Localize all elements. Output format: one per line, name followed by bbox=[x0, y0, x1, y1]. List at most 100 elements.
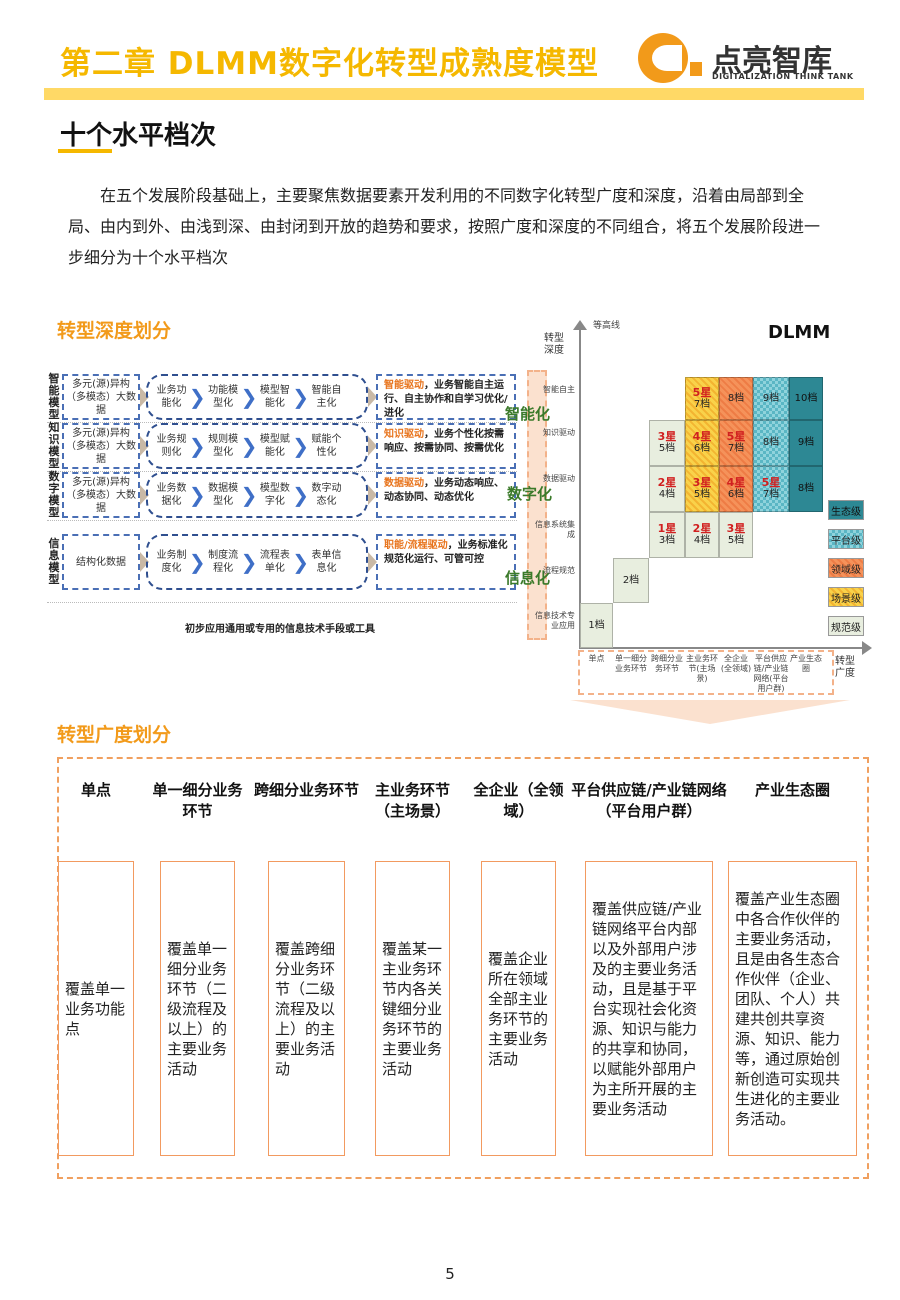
x-label-band bbox=[578, 650, 834, 695]
column-description: 覆盖单一细分业务环节（二级流程及以上）的主要业务活动 bbox=[160, 861, 235, 1156]
x-tick-label: 跨细分业务环节 bbox=[651, 654, 683, 673]
column-header: 单点 bbox=[80, 781, 111, 799]
star-rating: 3星 bbox=[657, 430, 677, 443]
grade-label: 1档 bbox=[588, 619, 605, 631]
y-axis-title: 转型深度 bbox=[544, 333, 564, 356]
process-step: 业务制度化 bbox=[156, 550, 187, 574]
process-step: 智能自主化 bbox=[311, 385, 342, 409]
grade-label: 3档 bbox=[658, 535, 676, 546]
row-divider bbox=[47, 471, 517, 472]
y-tick-label: 数据驱动 bbox=[543, 474, 575, 483]
driver-label: 数据驱动 bbox=[384, 478, 424, 489]
chevron-right-icon: ❯ bbox=[292, 434, 310, 458]
funnel-arrow bbox=[570, 700, 850, 724]
matrix-cell: 4星 6档 bbox=[685, 420, 719, 466]
grade-label: 8档 bbox=[727, 392, 745, 404]
process-step: 模型智能化 bbox=[259, 385, 290, 409]
grade-label: 5档 bbox=[658, 443, 676, 454]
result-box: 数据驱动，业务动态响应、动态协同、动态优化 bbox=[376, 472, 516, 518]
x-tick-label: 平台供应链/产业链网络(平台用户群) bbox=[753, 654, 789, 693]
process-step: 赋能个性化 bbox=[311, 434, 342, 458]
chevron-right-icon: ❯ bbox=[240, 550, 258, 574]
driver-label: 职能/流程驱动 bbox=[384, 540, 448, 551]
grade-label: 5档 bbox=[693, 489, 711, 500]
row-divider bbox=[47, 602, 517, 603]
process-step: 功能模型化 bbox=[208, 385, 239, 409]
column-header: 产业生态圈 bbox=[754, 781, 830, 799]
matrix-cell: 2星 4档 bbox=[649, 466, 685, 512]
grade-label: 7档 bbox=[727, 443, 745, 454]
matrix-cell: 2档 bbox=[613, 558, 649, 603]
grade-label: 5档 bbox=[727, 535, 745, 546]
y-tick-label: 流程规范 bbox=[543, 566, 575, 575]
intro-paragraph: 在五个发展阶段基础上，主要聚焦数据要素开发利用的不同数字化转型广度和深度，沿着由… bbox=[68, 186, 821, 267]
brand-mark: DLMM bbox=[768, 322, 831, 343]
column-header: 主业务环节（主场景） bbox=[374, 781, 450, 820]
grade-label: 8档 bbox=[762, 437, 780, 448]
x-axis-title: 转型广度 bbox=[835, 656, 855, 679]
chevron-right-icon: ❯ bbox=[292, 483, 310, 507]
process-step: 流程表单化 bbox=[259, 550, 290, 574]
data-source-box: 结构化数据 bbox=[62, 534, 140, 590]
star-rating: 2星 bbox=[692, 522, 712, 535]
matrix-cell: 3星 5档 bbox=[685, 466, 719, 512]
column-description: 覆盖企业所在领域全部主业务环节的主要业务活动 bbox=[481, 861, 556, 1156]
matrix-cell: 1档 bbox=[580, 603, 613, 648]
matrix-cell: 8档 bbox=[753, 420, 789, 466]
process-chain: 业务数据化 ❯ 数据模型化 ❯ 模型数字化 ❯ 数字动态化 bbox=[146, 472, 368, 518]
result-box: 智能驱动，业务智能自主运行、自主协作和自学习优化/进化 bbox=[376, 374, 516, 420]
grade-label: 7档 bbox=[762, 489, 780, 500]
logo-square-icon bbox=[690, 62, 702, 76]
x-tick-label: 产业生态圈 bbox=[790, 654, 822, 673]
chevron-right-icon: ❯ bbox=[240, 385, 258, 409]
legend-item: 领域级 bbox=[828, 558, 864, 578]
arrow-icon bbox=[368, 552, 377, 572]
row-label: 信息模型 bbox=[48, 537, 60, 586]
matrix-cell: 5星 7档 bbox=[685, 377, 719, 420]
matrix-cell: 9档 bbox=[753, 377, 789, 420]
legend-item: 平台级 bbox=[828, 529, 864, 549]
column-description: 覆盖某一主业务环节内各关键细分业务环节的主要业务活动 bbox=[375, 861, 450, 1156]
legend-item: 规范级 bbox=[828, 616, 864, 636]
matrix-cell: 3星 5档 bbox=[649, 420, 685, 466]
level-label: 信息化 bbox=[505, 569, 551, 587]
column-header: 平台供应链/产业链网络（平台用户群） bbox=[571, 781, 727, 820]
y-tick-label: 信息系统集成 bbox=[535, 520, 575, 539]
matrix-cell: 8档 bbox=[719, 377, 753, 420]
y-tick-label: 信息技术专业应用 bbox=[535, 611, 575, 630]
grade-label: 2档 bbox=[622, 574, 640, 586]
chevron-right-icon: ❯ bbox=[188, 483, 206, 507]
grade-label: 9档 bbox=[797, 437, 815, 448]
result-box: 职能/流程驱动，业务标准化规范化运行、可管可控 bbox=[376, 534, 516, 590]
arrow-icon bbox=[140, 552, 149, 572]
data-source-box: 多元(源)异构（多模态）大数据 bbox=[62, 423, 140, 469]
legend-item: 场景级 bbox=[828, 587, 864, 607]
result-text: ，业务动态响应、动态协同、动态优化 bbox=[384, 478, 504, 503]
matrix-cell: 4星 6档 bbox=[719, 466, 753, 512]
x-axis bbox=[579, 647, 864, 649]
arrow-icon bbox=[368, 436, 377, 456]
row-label: 知识模型 bbox=[48, 421, 60, 470]
header-bar bbox=[44, 88, 864, 100]
star-rating: 5星 bbox=[692, 385, 712, 399]
star-rating: 5星 bbox=[761, 476, 781, 489]
grade-label: 6档 bbox=[727, 489, 745, 500]
process-chain: 业务制度化 ❯ 制度流程化 ❯ 流程表单化 ❯ 表单信息化 bbox=[146, 534, 368, 590]
process-step: 制度流程化 bbox=[208, 550, 239, 574]
matrix-cell: 5星 7档 bbox=[719, 420, 753, 466]
column-description: 覆盖单一业务功能点 bbox=[58, 861, 134, 1156]
y-tick-label: 知识驱动 bbox=[543, 428, 575, 437]
matrix-cell: 2星 4档 bbox=[685, 512, 719, 558]
star-rating: 5星 bbox=[726, 430, 746, 443]
chevron-right-icon: ❯ bbox=[188, 434, 206, 458]
breadth-title: 转型广度划分 bbox=[57, 724, 172, 746]
row-label: 智能模型 bbox=[48, 372, 60, 421]
star-rating: 3星 bbox=[692, 476, 712, 489]
grade-label: 8档 bbox=[797, 483, 815, 494]
section-title: 十个水平档次 bbox=[60, 121, 217, 151]
result-text: ，业务智能自主运行、自主协作和自学习优化/进化 bbox=[384, 380, 508, 419]
process-chain: 业务功能化 ❯ 功能模型化 ❯ 模型智能化 ❯ 智能自主化 bbox=[146, 374, 368, 420]
arrow-icon bbox=[140, 436, 149, 456]
column-description: 覆盖跨细分业务环节（二级流程及以上）的主要业务活动 bbox=[268, 861, 345, 1156]
matrix-cell: 10档 bbox=[789, 377, 823, 420]
